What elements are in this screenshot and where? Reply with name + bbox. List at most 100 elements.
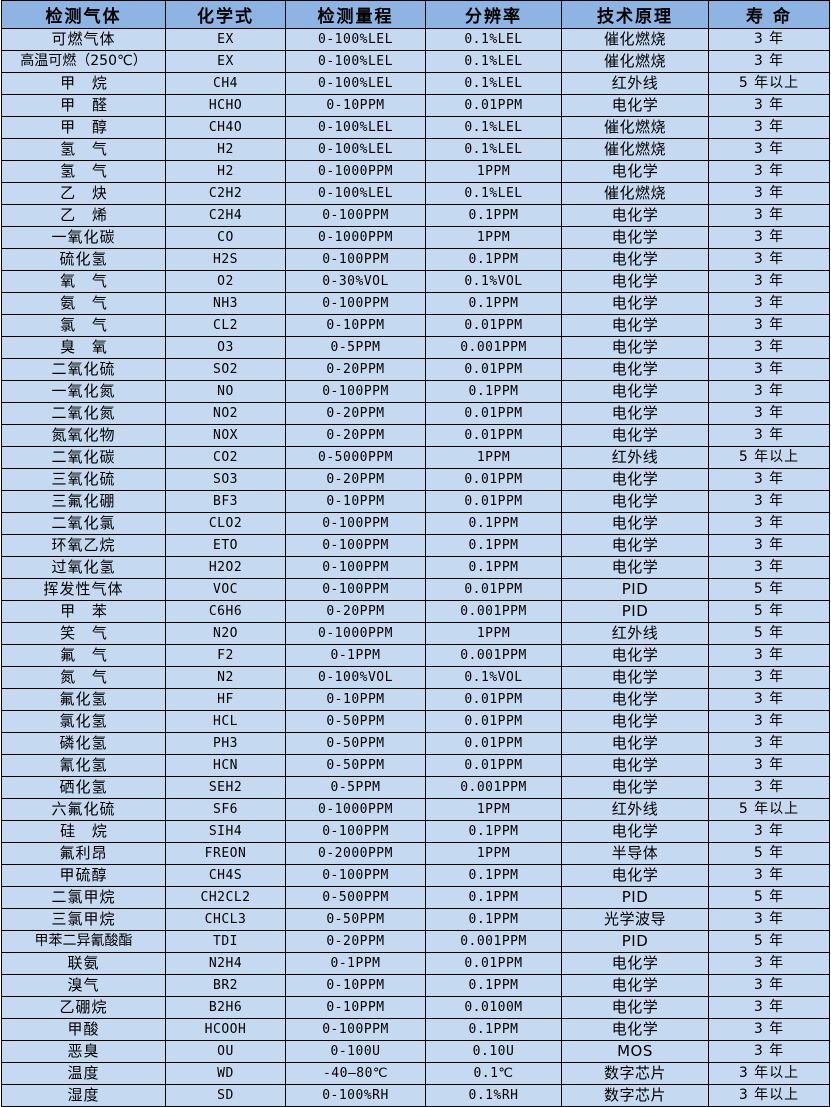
cell-resolution: 0.1PPM (425, 886, 562, 909)
cell-principle: 电化学 (561, 314, 709, 337)
table-row: 氢 气 H2 0-1000PPM 1PPM 电化学 3 年 (1, 160, 830, 183)
cell-life: 3 年 (708, 776, 830, 799)
cell-gas: 硒化氢 (1, 776, 166, 799)
table-row: 甲 醛 HCHO 0-10PPM 0.01PPM 电化学 3 年 (1, 94, 830, 117)
table-row: 甲 烷 CH4 0-100%LEL 0.1%LEL 红外线 5 年以上 (1, 72, 830, 95)
cell-principle: 电化学 (561, 534, 709, 557)
cell-gas: 二氧化碳 (1, 446, 166, 469)
cell-range: 0-100%LEL (285, 50, 426, 73)
cell-range: 0-100%RH (285, 1084, 426, 1107)
cell-gas: 温度 (1, 1062, 166, 1085)
cell-gas: 甲硫醇 (1, 864, 166, 887)
cell-formula: OU (165, 1040, 286, 1063)
cell-resolution: 0.1%LEL (425, 28, 562, 51)
cell-principle: 电化学 (561, 666, 709, 689)
cell-range: 0-20PPM (285, 468, 426, 491)
cell-range: 0-10PPM (285, 314, 426, 337)
cell-range: 0-5PPM (285, 776, 426, 799)
table-row: 二氯甲烷 CH2CL2 0-500PPM 0.1PPM PID 5 年 (1, 886, 830, 909)
table-row: 恶臭 OU 0-100U 0.10U MOS 3 年 (1, 1040, 830, 1063)
cell-gas: 氰化氢 (1, 754, 166, 777)
cell-life: 3 年 (708, 160, 830, 183)
cell-life: 3 年 (708, 666, 830, 689)
cell-gas: 氟化氢 (1, 688, 166, 711)
cell-formula: SEH2 (165, 776, 286, 799)
cell-gas: 氢 气 (1, 138, 166, 161)
cell-range: 0-100PPM (285, 204, 426, 227)
cell-resolution: 0.1PPM (425, 974, 562, 997)
cell-resolution: 1PPM (425, 798, 562, 821)
cell-principle: 电化学 (561, 644, 709, 667)
cell-range: 0-30%VOL (285, 270, 426, 293)
cell-principle: 电化学 (561, 402, 709, 425)
cell-range: 0-50PPM (285, 908, 426, 931)
cell-formula: H2O2 (165, 556, 286, 579)
cell-principle: 电化学 (561, 1018, 709, 1041)
cell-resolution: 0.001PPM (425, 600, 562, 623)
table-row: 氮 气 N2 0-100%VOL 0.1%VOL 电化学 3 年 (1, 666, 830, 689)
cell-range: 0-1PPM (285, 952, 426, 975)
table-row: 乙 烯 C2H4 0-100PPM 0.1PPM 电化学 3 年 (1, 204, 830, 227)
cell-range: 0-100PPM (285, 1018, 426, 1041)
cell-life: 3 年 (708, 688, 830, 711)
cell-formula: VOC (165, 578, 286, 601)
cell-gas: 氯 气 (1, 314, 166, 337)
cell-life: 5 年 (708, 600, 830, 623)
cell-range: 0-5PPM (285, 336, 426, 359)
cell-gas: 甲 醛 (1, 94, 166, 117)
cell-life: 5 年 (708, 842, 830, 865)
cell-gas: 乙 烯 (1, 204, 166, 227)
cell-resolution: 1PPM (425, 622, 562, 645)
cell-resolution: 1PPM (425, 446, 562, 469)
cell-range: 0-100%LEL (285, 28, 426, 51)
table-row: 氢 气 H2 0-100%LEL 0.1%LEL 催化燃烧 3 年 (1, 138, 830, 161)
cell-resolution: 0.0100M (425, 996, 562, 1019)
cell-gas: 湿度 (1, 1084, 166, 1107)
cell-gas: 氟 气 (1, 644, 166, 667)
cell-gas: 二氧化氯 (1, 512, 166, 535)
table-body: 可燃气体 EX 0-100%LEL 0.1%LEL 催化燃烧 3 年高温可燃（250℃） E… (1, 28, 830, 1107)
cell-life: 3 年 (708, 710, 830, 733)
cell-range: 0-100PPM (285, 248, 426, 271)
cell-formula: SF6 (165, 798, 286, 821)
cell-formula: NH3 (165, 292, 286, 315)
table-row: 氟利昂 FREON 0-2000PPM 1PPM 半导体 5 年 (1, 842, 830, 865)
cell-gas: 笑 气 (1, 622, 166, 645)
cell-principle: 电化学 (561, 380, 709, 403)
cell-formula: N2O (165, 622, 286, 645)
table-row: 二氧化硫 SO2 0-20PPM 0.01PPM 电化学 3 年 (1, 358, 830, 381)
cell-formula: HCOOH (165, 1018, 286, 1041)
cell-resolution: 0.1%LEL (425, 50, 562, 73)
cell-formula: C2H4 (165, 204, 286, 227)
table-row: 高温可燃（250℃） EX 0-100%LEL 0.1%LEL 催化燃烧 3 年 (1, 50, 830, 73)
cell-principle: 电化学 (561, 952, 709, 975)
cell-resolution: 0.1PPM (425, 1018, 562, 1041)
cell-formula: NO2 (165, 402, 286, 425)
cell-range: 0-100PPM (285, 512, 426, 535)
table-row: 硫化氢 H2S 0-100PPM 0.1PPM 电化学 3 年 (1, 248, 830, 271)
cell-resolution: 0.1PPM (425, 556, 562, 579)
cell-life: 5 年 (708, 578, 830, 601)
cell-life: 3 年 (708, 248, 830, 271)
cell-range: 0-20PPM (285, 358, 426, 381)
cell-resolution: 0.1%RH (425, 1084, 562, 1107)
table-row: 氰化氢 HCN 0-50PPM 0.01PPM 电化学 3 年 (1, 754, 830, 777)
cell-life: 3 年 (708, 28, 830, 51)
cell-resolution: 0.1PPM (425, 820, 562, 843)
cell-resolution: 0.1PPM (425, 248, 562, 271)
cell-resolution: 1PPM (425, 842, 562, 865)
cell-principle: 电化学 (561, 248, 709, 271)
table-row: 氟化氢 HF 0-10PPM 0.01PPM 电化学 3 年 (1, 688, 830, 711)
cell-range: 0-1000PPM (285, 798, 426, 821)
table-row: 氨 气 NH3 0-100PPM 0.1PPM 电化学 3 年 (1, 292, 830, 315)
cell-principle: 电化学 (561, 512, 709, 535)
table-row: 一氧化碳 CO 0-1000PPM 1PPM 电化学 3 年 (1, 226, 830, 249)
cell-range: 0-10PPM (285, 490, 426, 513)
cell-formula: CH4 (165, 72, 286, 95)
cell-resolution: 0.01PPM (425, 578, 562, 601)
table-row: 一氧化氮 NO 0-100PPM 0.1PPM 电化学 3 年 (1, 380, 830, 403)
cell-formula: SO2 (165, 358, 286, 381)
cell-life: 3 年 (708, 908, 830, 931)
cell-range: 0-100%LEL (285, 138, 426, 161)
column-header-gas: 检测气体 (1, 0, 166, 29)
